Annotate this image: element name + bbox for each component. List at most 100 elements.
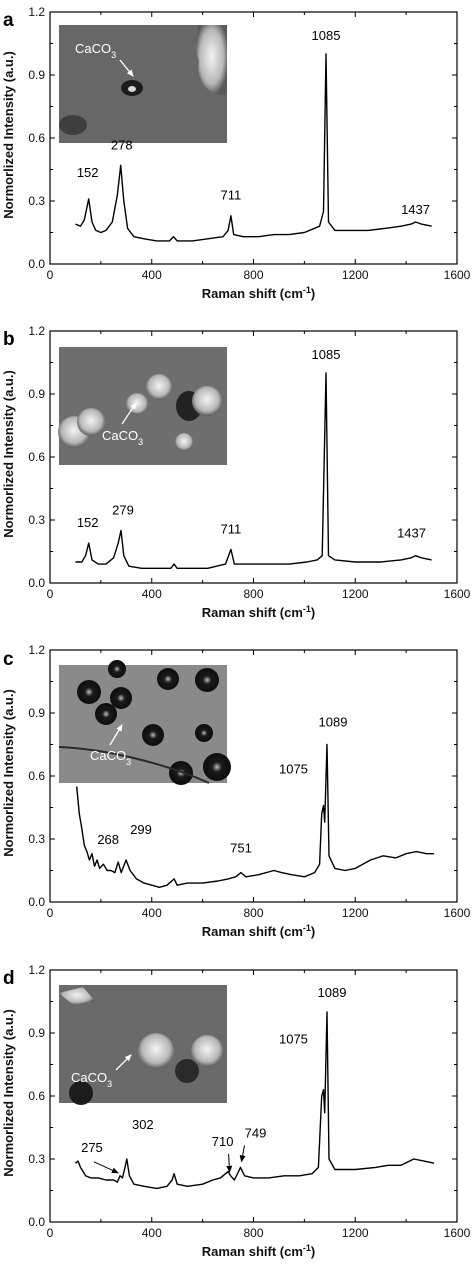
x-tick-label: 1600 — [444, 587, 471, 601]
plot-frame — [49, 330, 458, 584]
crystal — [191, 1035, 223, 1067]
peak-label: 268 — [97, 832, 119, 847]
dark-bead — [69, 1081, 93, 1105]
bead — [195, 724, 213, 742]
bead — [142, 724, 164, 746]
peak-label: 152 — [77, 515, 99, 530]
peak-label: 1075 — [279, 1032, 308, 1047]
y-tick-label: 1.2 — [28, 5, 45, 19]
peak-label: 711 — [220, 188, 241, 203]
bead — [169, 761, 193, 785]
inset-micrograph — [58, 347, 227, 465]
y-tick-label: 0.9 — [28, 387, 45, 401]
y-tick-label: 0.0 — [28, 576, 45, 590]
y-tick-label: 0.9 — [28, 68, 45, 82]
x-axis-label: Raman shift (cm-1) — [202, 1243, 316, 1259]
peak-label: 751 — [230, 841, 252, 856]
crystal — [192, 386, 222, 416]
x-tick-label: 1200 — [342, 587, 369, 601]
x-axis-label: Raman shift (cm-1) — [202, 604, 316, 620]
crystal — [175, 433, 193, 451]
y-axis-label: Normorlized Intensity (a.u.) — [1, 51, 16, 219]
y-tick-label: 0.3 — [28, 1152, 45, 1166]
spectrum-line — [74, 1011, 435, 1190]
x-tick-label: 1200 — [342, 1226, 369, 1240]
inset-micrograph — [59, 985, 227, 1105]
y-tick-label: 0.9 — [28, 706, 45, 720]
x-tick-label: 0 — [47, 906, 54, 920]
y-tick-label: 0.6 — [28, 450, 45, 464]
x-tick-label: 0 — [47, 587, 54, 601]
panel-b: 0 400 800 1200 1600 0.0 0.3 0.6 0.9 1.2 CaCO3 152 27… — [1, 324, 471, 620]
panel-c: 0 400 800 1200 1600 0.0 0.3 0.6 0.9 1.2 CaCO3 268 29… — [1, 643, 471, 939]
peak-label: 1437 — [397, 526, 426, 541]
peak-label: 1075 — [279, 761, 308, 776]
x-tick-label: 400 — [142, 268, 162, 282]
peak-label: 749 — [245, 1125, 267, 1140]
crystal-cluster — [196, 25, 227, 96]
peak-label: 711 — [220, 521, 241, 536]
x-tick-label: 800 — [243, 1226, 263, 1240]
y-tick-label: 0.0 — [28, 1215, 45, 1229]
crystal — [138, 1033, 174, 1069]
x-tick-label: 1600 — [444, 906, 471, 920]
dark-bead — [175, 1059, 199, 1083]
crystal-shard — [59, 987, 95, 1005]
y-tick-label: 0.3 — [28, 832, 45, 846]
bead — [110, 687, 132, 709]
x-tick-label: 1600 — [444, 1226, 471, 1240]
x-tick-label: 400 — [142, 587, 162, 601]
y-axis-label: Normorlized Intensity (a.u.) — [1, 689, 16, 857]
inset-arrow — [119, 59, 134, 77]
peak-arrow — [226, 1153, 233, 1173]
y-tick-label: 0.0 — [28, 895, 45, 909]
y-tick-label: 0.0 — [28, 257, 45, 271]
panel-letter: c — [3, 649, 14, 670]
inset-caco3-label: CaCO3 — [90, 748, 131, 767]
x-tick-label: 400 — [142, 1226, 162, 1240]
x-tick-label: 800 — [243, 268, 263, 282]
x-tick-label: 0 — [47, 1226, 54, 1240]
peak-label: 275 — [81, 1140, 103, 1155]
spectrum-line — [76, 743, 435, 888]
bead — [108, 660, 126, 678]
plot-frame — [49, 11, 458, 265]
peak-label: 152 — [77, 165, 99, 180]
y-tick-label: 1.2 — [28, 324, 45, 338]
x-tick-label: 1200 — [342, 906, 369, 920]
panel-a: 0 400 800 1200 1600 0.0 0.3 0.6 0.9 1.2 CaCO3 152 27… — [1, 5, 471, 301]
peak-label: 299 — [130, 822, 152, 837]
bead — [77, 680, 101, 704]
y-tick-label: 0.6 — [28, 131, 45, 145]
inset-arrow — [121, 402, 137, 425]
bead — [195, 668, 219, 692]
y-axis-label: Normorlized Intensity (a.u.) — [1, 370, 16, 538]
panel-letter: a — [3, 10, 14, 31]
bead — [157, 668, 179, 690]
panel-letter: d — [3, 968, 15, 989]
crystal — [77, 408, 105, 436]
peak-label: 710 — [212, 1134, 234, 1149]
bead — [203, 753, 231, 781]
particle-highlight — [128, 86, 136, 92]
y-axis-label: Normorlized Intensity (a.u.) — [1, 1009, 16, 1177]
y-tick-label: 1.2 — [28, 643, 45, 657]
plot-frame — [49, 969, 458, 1223]
inset-caco3-label: CaCO3 — [102, 428, 143, 447]
y-tick-label: 0.3 — [28, 513, 45, 527]
y-tick-label: 0.3 — [28, 194, 45, 208]
panel-d: 0 400 800 1200 1600 0.0 0.3 0.6 0.9 1.2 CaCO3 275 30… — [1, 963, 471, 1259]
peak-label: 302 — [132, 1117, 154, 1132]
spectrum-line — [75, 372, 432, 569]
peak-arrow — [93, 1161, 119, 1174]
panel-letter: b — [3, 329, 15, 350]
crystal — [126, 393, 148, 415]
x-tick-label: 400 — [142, 906, 162, 920]
x-tick-label: 0 — [47, 268, 54, 282]
bead — [95, 703, 117, 725]
peak-arrow — [239, 1145, 246, 1163]
inset-caco3-label: CaCO3 — [71, 1070, 112, 1089]
peak-label: 1085 — [312, 347, 341, 362]
peak-label: 1089 — [319, 715, 348, 730]
